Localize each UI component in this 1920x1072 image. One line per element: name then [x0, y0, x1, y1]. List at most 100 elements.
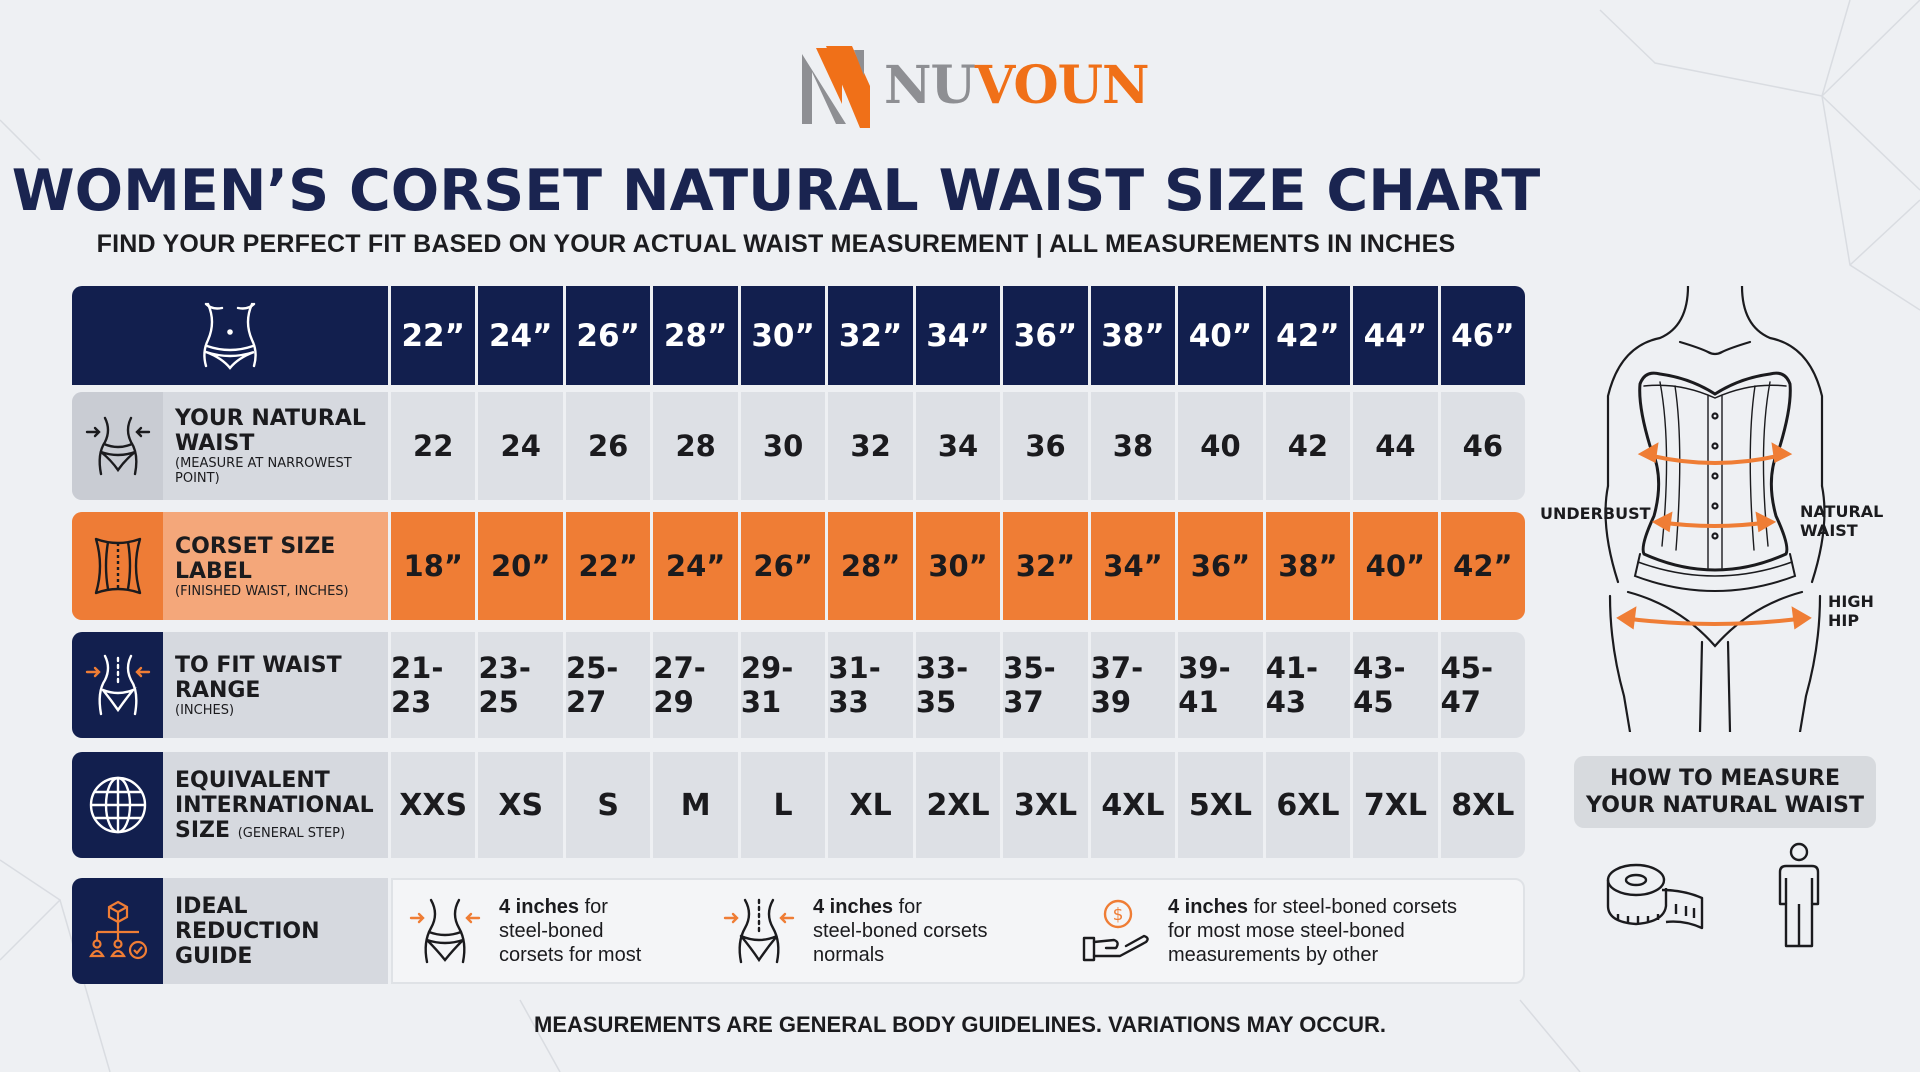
table-cell: 45-47 — [1440, 632, 1526, 738]
table-cell: 24” — [653, 512, 738, 620]
table-cell: 38” — [1265, 512, 1351, 620]
table-cell: 42 — [1265, 392, 1351, 500]
column-header: 46” — [1440, 286, 1526, 385]
row-sublabel: (GENERAL STEP) — [237, 825, 346, 841]
measuring-tape-icon — [1606, 863, 1704, 930]
table-cell: 4XL — [1090, 752, 1176, 858]
table-cell: XS — [478, 752, 563, 858]
row-sublabel: (INCHES) — [175, 702, 235, 718]
row-label-text: EQUIVALENT INTERNATIONAL — [175, 767, 374, 818]
table-cell: 37-39 — [1090, 632, 1176, 738]
column-header: 42” — [1265, 286, 1351, 385]
body-corset-diagram — [1604, 286, 1826, 732]
corset-icon — [94, 537, 141, 595]
table-cell: 22” — [565, 512, 651, 620]
table-row-fit-range: TO FIT WAIST RANGE (INCHES) 21-23 23-25 … — [72, 632, 1526, 738]
table-cell: M — [653, 752, 738, 858]
table-row-international-size: EQUIVALENT INTERNATIONAL SIZE (GENERAL S… — [72, 752, 1526, 858]
globe-icon — [89, 776, 146, 834]
svg-text:$: $ — [1113, 905, 1124, 925]
table-cell: 24 — [478, 392, 563, 500]
table-header-row: 22” 24” 26” 28” 30” 32” 34” 36” 38” 40” … — [72, 286, 1526, 385]
column-header: 26” — [565, 286, 651, 385]
table-cell: 39-41 — [1178, 632, 1263, 738]
table-cell: 2XL — [915, 752, 1001, 858]
row-sublabel: (FINISHED WAIST, INCHES) — [175, 583, 349, 599]
table-row-natural-waist: YOUR NATURAL WAIST (MEASURE AT NARROWEST… — [72, 392, 1526, 500]
table-cell: 26” — [740, 512, 826, 620]
row-label-text: IDEAL REDUCTION GUIDE — [175, 893, 320, 969]
footer-disclaimer: MEASUREMENTS ARE GENERAL BODY GUIDELINES… — [534, 1012, 1386, 1037]
column-header: 38” — [1090, 286, 1176, 385]
column-header: 36” — [1003, 286, 1088, 385]
waist-arrows-icon — [409, 898, 481, 964]
table-cell: XXS — [391, 752, 476, 858]
page-subtitle: FIND YOUR PERFECT FIT BASED ON YOUR ACTU… — [96, 230, 1456, 258]
column-header: 30” — [740, 286, 826, 385]
table-cell: 40” — [1353, 512, 1438, 620]
table-cell: 7XL — [1353, 752, 1438, 858]
brand-logo: NUVOUN — [798, 40, 1149, 132]
row-label-text-last: SIZE (GENERAL STEP) — [175, 817, 346, 843]
high-hip-label: HIGH HIP — [1828, 592, 1874, 630]
column-header: 32” — [828, 286, 913, 385]
table-row-reduction-guide: IDEAL REDUCTION GUIDE 4 inches for steel… — [72, 878, 1525, 984]
table-cell: 8XL — [1440, 752, 1526, 858]
table-cell: 32” — [1003, 512, 1088, 620]
row-label: CORSET SIZE LABEL (FINISHED WAIST, INCHE… — [72, 512, 388, 620]
reduction-guide-panel: 4 inches for steel-boned corsets for mos… — [391, 878, 1525, 984]
table-cell: 27-29 — [653, 632, 738, 738]
row-label-text: CORSET SIZE LABEL — [175, 533, 336, 584]
column-header: 44” — [1353, 286, 1438, 385]
table-cell: 40 — [1178, 392, 1263, 500]
table-cell: 42” — [1440, 512, 1526, 620]
reduction-guide-item: 4 inches for steel-boned corsets for mos… — [393, 895, 707, 967]
table-row-corset-size: CORSET SIZE LABEL (FINISHED WAIST, INCHE… — [72, 512, 1526, 620]
table-cell: 41-43 — [1265, 632, 1351, 738]
waist-body-icon — [203, 302, 257, 370]
table-cell: 32 — [828, 392, 913, 500]
column-header: 40” — [1178, 286, 1263, 385]
table-cell: 31-33 — [828, 632, 913, 738]
table-cell: 30 — [740, 392, 826, 500]
row-label: YOUR NATURAL WAIST (MEASURE AT NARROWEST… — [72, 392, 388, 500]
page-title: WOMEN’S CORSET NATURAL WAIST SIZE CHART — [11, 158, 1541, 224]
row-sublabel: (MEASURE AT NARROWEST POINT) — [175, 456, 352, 486]
person-icon — [1778, 842, 1820, 948]
underbust-label: UNDERBUST — [1540, 504, 1651, 523]
column-header: 34” — [915, 286, 1001, 385]
column-header: 28” — [653, 286, 738, 385]
table-cell: 28” — [828, 512, 913, 620]
waist-range-icon — [85, 654, 150, 716]
header-icon-cell — [72, 286, 388, 385]
natural-waist-label: NATURAL WAIST — [1800, 502, 1884, 540]
hand-coin-icon: $ — [1082, 899, 1149, 962]
table-cell: 34 — [915, 392, 1001, 500]
table-cell: 26 — [565, 392, 651, 500]
column-header: 22” — [391, 286, 476, 385]
table-cell: 29-31 — [740, 632, 826, 738]
table-cell: 44 — [1353, 392, 1438, 500]
table-cell: 6XL — [1265, 752, 1351, 858]
reduction-guide-item: 4 inches for steel-boned corsets normals — [707, 895, 1066, 967]
table-cell: 36 — [1003, 392, 1088, 500]
table-cell: 20” — [478, 512, 563, 620]
table-cell: 28 — [653, 392, 738, 500]
column-header: 24” — [478, 286, 563, 385]
table-cell: 5XL — [1178, 752, 1263, 858]
row-label-text: YOUR NATURAL WAIST — [175, 406, 366, 456]
table-cell: 21-23 — [391, 632, 476, 738]
table-cell: 22 — [391, 392, 476, 500]
table-cell: 34” — [1090, 512, 1176, 620]
table-cell: 33-35 — [915, 632, 1001, 738]
hierarchy-check-icon — [88, 900, 147, 960]
table-cell: 36” — [1178, 512, 1263, 620]
table-cell: 43-45 — [1353, 632, 1438, 738]
table-cell: 38 — [1090, 392, 1176, 500]
waist-center-line-icon — [723, 898, 795, 964]
how-to-measure-panel: HOW TO MEASURE YOUR NATURAL WAIST — [1574, 756, 1876, 828]
brand-monogram-icon — [802, 46, 870, 128]
row-label-text: TO FIT WAIST RANGE — [175, 652, 342, 703]
table-cell: S — [565, 752, 651, 858]
